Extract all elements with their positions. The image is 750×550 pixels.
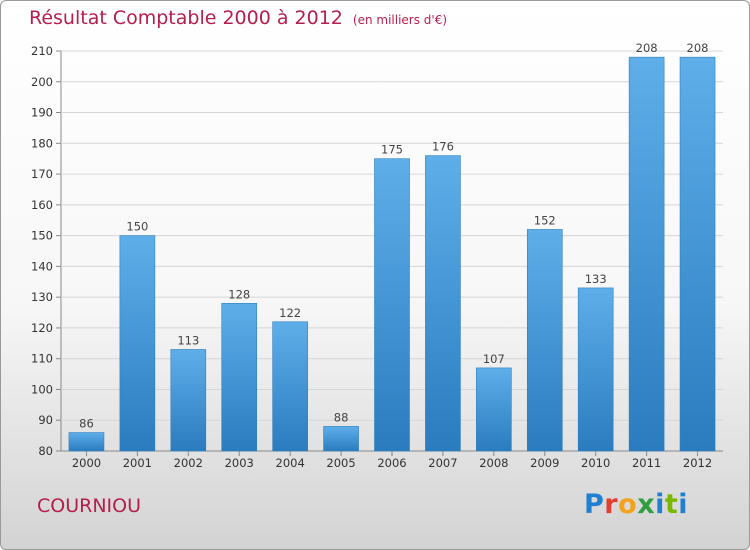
y-tick-label: 180 [31,136,53,150]
logo-letter: o [618,489,638,520]
y-tick-label: 120 [31,321,53,335]
bar-2003 [221,303,258,452]
chart-title-text: Résultat Comptable 2000 à 2012 [29,7,343,29]
x-tick-label: 2008 [479,456,508,470]
y-tick-label: 150 [31,229,53,243]
data-label: 128 [228,287,250,301]
logo-letter: i [655,489,665,520]
logo-letter: r [604,489,619,520]
data-label: 86 [79,417,94,431]
x-tick-label: 2007 [428,456,457,470]
y-tick-label: 160 [31,198,53,212]
y-tick-label: 210 [31,44,53,58]
logo-letter: t [664,489,679,520]
data-label: 152 [534,213,556,227]
data-label: 113 [177,333,199,347]
bar-2011 [628,56,665,452]
x-tick-label: 2010 [581,456,610,470]
bar-2010 [577,287,614,452]
bar-2009 [526,229,563,452]
x-tick-label: 2006 [377,456,406,470]
y-tick-label: 100 [31,382,53,396]
bar-2001 [119,235,156,452]
y-tick-label: 170 [31,167,53,181]
bar-2005 [323,426,359,452]
x-tick-label: 2012 [683,456,712,470]
proxiti-logo: Proxiti [584,489,688,520]
logo-letter: x [637,489,656,520]
data-label: 208 [636,41,658,55]
data-label: 122 [279,306,301,320]
y-tick-label: 130 [31,290,53,304]
bar-2007 [425,155,461,452]
y-tick-label: 110 [31,352,53,366]
bar-2000 [68,432,105,452]
x-tick-label: 2000 [72,456,101,470]
x-tick-label: 2002 [174,456,203,470]
x-tick-label: 2005 [326,456,355,470]
bar-2004 [272,321,308,452]
y-tick-label: 140 [31,259,53,273]
chart-title: Résultat Comptable 2000 à 2012 (en millie… [29,7,447,29]
y-tick-label: 200 [31,75,53,89]
x-tick-label: 2003 [225,456,254,470]
y-tick-label: 80 [38,444,53,458]
data-label: 208 [687,41,709,55]
x-tick-label: 2011 [632,456,661,470]
logo-letter: i [678,489,689,520]
bar-2006 [374,158,410,452]
data-label: 133 [585,272,607,286]
data-label: 107 [483,352,505,366]
data-label: 150 [126,220,148,234]
data-label: 176 [432,140,454,154]
chart-unit: (en milliers d'€) [352,13,448,27]
data-label: 88 [334,410,349,424]
y-tick-label: 190 [31,106,53,120]
logo-letter: P [584,489,605,520]
bar-2012 [679,56,716,452]
data-label: 175 [381,143,403,157]
x-tick-label: 2001 [123,456,152,470]
bar-2002 [170,349,207,452]
commune-name: COURNIOU [37,495,142,517]
bar-2008 [476,367,512,452]
y-tick-label: 90 [38,413,53,427]
x-tick-label: 2004 [276,456,305,470]
x-tick-label: 2009 [530,456,559,470]
